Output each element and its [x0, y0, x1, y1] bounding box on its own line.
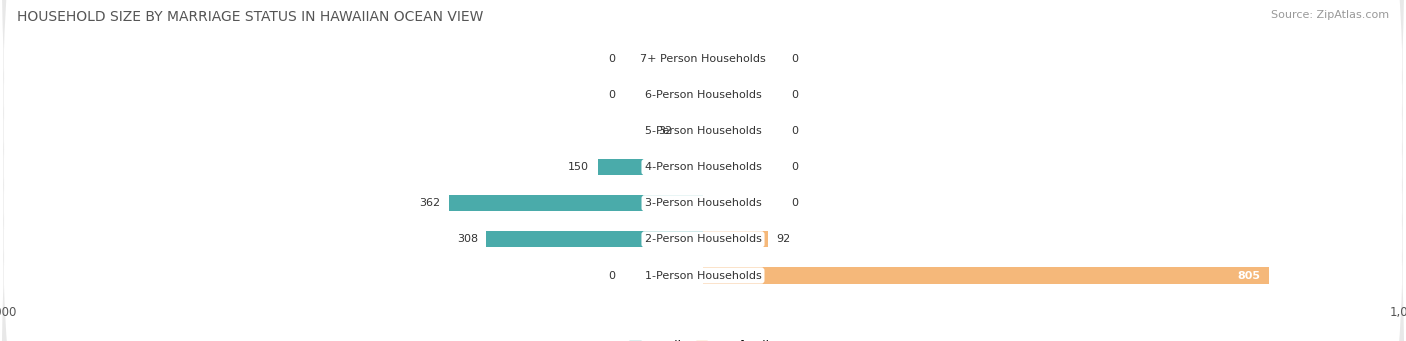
- Text: Source: ZipAtlas.com: Source: ZipAtlas.com: [1271, 10, 1389, 20]
- Bar: [681, 123, 703, 139]
- Text: 32: 32: [658, 126, 672, 136]
- Text: 1-Person Households: 1-Person Households: [644, 270, 762, 281]
- Legend: Family, Nonfamily: Family, Nonfamily: [630, 340, 776, 341]
- Bar: [598, 159, 703, 175]
- Text: 0: 0: [609, 270, 616, 281]
- Text: 3-Person Households: 3-Person Households: [644, 198, 762, 208]
- Text: HOUSEHOLD SIZE BY MARRIAGE STATUS IN HAWAIIAN OCEAN VIEW: HOUSEHOLD SIZE BY MARRIAGE STATUS IN HAW…: [17, 10, 484, 24]
- Bar: [486, 231, 703, 248]
- Bar: [449, 195, 703, 211]
- Text: 7+ Person Households: 7+ Person Households: [640, 54, 766, 64]
- Text: 805: 805: [1237, 270, 1261, 281]
- Text: 362: 362: [419, 198, 440, 208]
- Text: 4-Person Households: 4-Person Households: [644, 162, 762, 172]
- Text: 92: 92: [776, 234, 790, 244]
- Text: 0: 0: [790, 126, 797, 136]
- Bar: [703, 231, 768, 248]
- Text: 2-Person Households: 2-Person Households: [644, 234, 762, 244]
- Text: 0: 0: [790, 90, 797, 100]
- Text: 0: 0: [790, 54, 797, 64]
- Text: 0: 0: [609, 90, 616, 100]
- Text: 6-Person Households: 6-Person Households: [644, 90, 762, 100]
- Text: 0: 0: [790, 198, 797, 208]
- Bar: [703, 267, 1268, 284]
- Text: 5-Person Households: 5-Person Households: [644, 126, 762, 136]
- Text: 150: 150: [568, 162, 589, 172]
- Text: 308: 308: [457, 234, 478, 244]
- Text: 0: 0: [790, 162, 797, 172]
- Text: 0: 0: [609, 54, 616, 64]
